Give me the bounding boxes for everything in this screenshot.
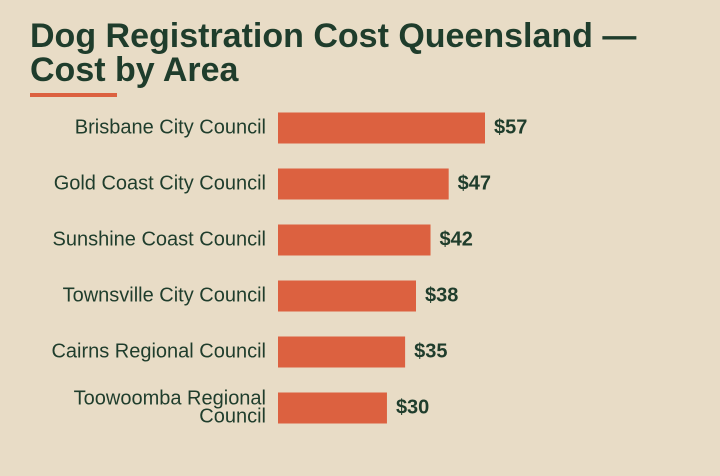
bar-toowoomba-regional-council (278, 392, 387, 424)
bar-cairns-regional-council (278, 336, 406, 368)
bar-sunshine-coast-council (278, 224, 431, 256)
value-label-brisbane-city-council: $57 (494, 116, 527, 138)
value-label-cairns-regional-council: $35 (414, 340, 447, 362)
category-label-cairns-regional-council: Cairns Regional Council (51, 340, 266, 362)
category-label-sunshine-coast-council: Sunshine Coast Council (53, 228, 266, 250)
category-label-gold-coast-city-council: Gold Coast City Council (54, 172, 266, 194)
category-label-brisbane-city-council: Brisbane City Council (75, 116, 266, 138)
title-underline (30, 93, 117, 97)
bar-brisbane-city-council (278, 112, 485, 144)
bar-townsville-city-council (278, 280, 416, 312)
value-label-toowoomba-regional-council: $30 (396, 396, 429, 418)
value-label-sunshine-coast-council: $42 (440, 228, 473, 250)
value-label-townsville-city-council: $38 (425, 284, 458, 306)
category-label-toowoomba-regional-council: Toowoomba Regional Council (74, 387, 266, 427)
value-label-gold-coast-city-council: $47 (458, 172, 491, 194)
bar-gold-coast-city-council (278, 168, 449, 200)
chart-title: Dog Registration Cost Queensland — Cost … (30, 17, 637, 89)
category-label-townsville-city-council: Townsville City Council (63, 284, 266, 306)
